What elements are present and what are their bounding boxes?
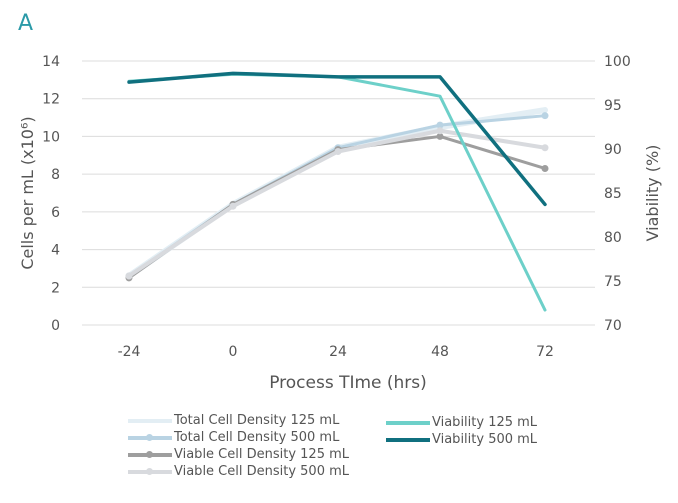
legend: Total Cell Density 125 mL Total Cell Dens… bbox=[128, 412, 349, 480]
data-point bbox=[436, 127, 444, 135]
y-tick-label: 0 bbox=[51, 318, 60, 334]
legend-label: Total Cell Density 500 mL bbox=[174, 430, 340, 445]
y-tick-label: 8 bbox=[51, 167, 60, 183]
legend-marker bbox=[146, 450, 153, 458]
legend-swatch bbox=[128, 433, 172, 441]
y-axis-label: Cells per mL (x10⁶) bbox=[18, 116, 37, 269]
x-tick-label: 48 bbox=[431, 344, 449, 360]
y-tick-label: 2 bbox=[51, 280, 60, 296]
data-point bbox=[436, 121, 444, 129]
series-line bbox=[127, 71, 547, 207]
data-point bbox=[334, 148, 342, 156]
data-point bbox=[541, 112, 549, 120]
legend-marker bbox=[146, 433, 153, 441]
y2-tick-label: 70 bbox=[604, 318, 622, 334]
y2-axis-label: Viability (%) bbox=[643, 145, 662, 242]
data-point bbox=[541, 164, 549, 172]
y2-tick-label: 100 bbox=[604, 54, 631, 70]
legend-marker bbox=[146, 467, 153, 475]
y-tick-label: 6 bbox=[51, 205, 60, 221]
legend-item: Total Cell Density 500 mL bbox=[128, 429, 349, 446]
legend-label: Viability 500 mL bbox=[432, 432, 538, 447]
x-tick-label: 0 bbox=[229, 344, 238, 360]
legend-swatch bbox=[128, 467, 172, 475]
x-axis-label: Process TIme (hrs) bbox=[269, 373, 427, 393]
data-point bbox=[229, 202, 237, 210]
series-line bbox=[127, 134, 547, 280]
y2-tick-label: 90 bbox=[604, 142, 622, 158]
panel-label: A bbox=[18, 11, 33, 36]
data-point bbox=[541, 144, 549, 152]
legend: Viability 125 mL Viability 500 mL bbox=[386, 414, 537, 448]
legend-label: Viable Cell Density 500 mL bbox=[174, 464, 350, 479]
legend-swatch bbox=[128, 418, 172, 423]
y-tick-label: 10 bbox=[42, 129, 60, 145]
legend-swatch bbox=[386, 437, 430, 442]
legend-label: Viable Cell Density 125 mL bbox=[174, 447, 350, 462]
legend-item: Viable Cell Density 125 mL bbox=[128, 446, 349, 463]
x-tick-label: 72 bbox=[536, 344, 554, 360]
y-tick-label: 14 bbox=[42, 54, 60, 70]
x-tick-label: 24 bbox=[329, 344, 347, 360]
series-line bbox=[127, 114, 547, 278]
y2-tick-label: 75 bbox=[604, 274, 622, 290]
series-line bbox=[126, 107, 548, 279]
y2-tick-label: 95 bbox=[604, 98, 622, 114]
legend-label: Total Cell Density 125 mL bbox=[174, 413, 340, 428]
x-tick-label: -24 bbox=[118, 344, 141, 360]
series-line bbox=[127, 72, 547, 312]
legend-item: Viability 500 mL bbox=[386, 431, 537, 448]
y2-tick-label: 85 bbox=[604, 186, 622, 202]
legend-item: Total Cell Density 125 mL bbox=[128, 412, 349, 429]
legend-swatch bbox=[386, 420, 430, 425]
legend-swatch bbox=[128, 450, 172, 458]
legend-label: Viability 125 mL bbox=[432, 415, 538, 430]
legend-item: Viable Cell Density 500 mL bbox=[128, 463, 349, 480]
y-tick-label: 12 bbox=[42, 92, 60, 108]
legend-item: Viability 125 mL bbox=[386, 414, 537, 431]
y-tick-label: 4 bbox=[51, 243, 60, 259]
data-point bbox=[436, 132, 444, 140]
data-point bbox=[125, 272, 133, 280]
y2-tick-label: 80 bbox=[604, 230, 622, 246]
